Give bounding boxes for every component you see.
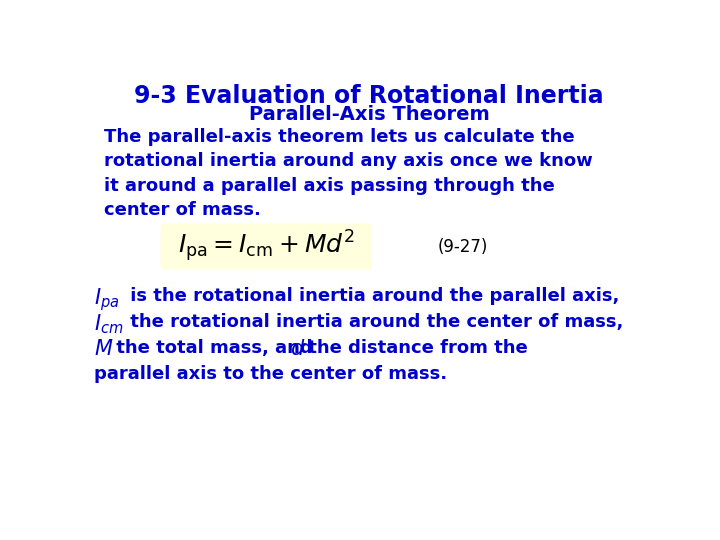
- Text: $\mathit{I}_{\mathit{cm}}$: $\mathit{I}_{\mathit{cm}}$: [94, 313, 123, 336]
- Text: the total mass, and: the total mass, and: [110, 339, 319, 357]
- Text: Parallel-Axis Theorem: Parallel-Axis Theorem: [248, 105, 490, 124]
- Text: The parallel-axis theorem lets us calculate the
rotational inertia around any ax: The parallel-axis theorem lets us calcul…: [104, 128, 593, 219]
- Text: $\mathit{M}$: $\mathit{M}$: [94, 339, 113, 359]
- Text: (9-27): (9-27): [437, 238, 487, 255]
- Text: $I_{\mathrm{pa}} = I_{\mathrm{cm}} + Md^2$: $I_{\mathrm{pa}} = I_{\mathrm{cm}} + Md^…: [179, 228, 355, 265]
- Text: $\mathit{I}_{\mathit{pa}}$: $\mathit{I}_{\mathit{pa}}$: [94, 287, 120, 313]
- Text: 9-3 Evaluation of Rotational Inertia: 9-3 Evaluation of Rotational Inertia: [134, 84, 604, 108]
- Text: is the rotational inertia around the parallel axis,: is the rotational inertia around the par…: [124, 287, 619, 305]
- FancyBboxPatch shape: [161, 224, 372, 269]
- Text: the distance from the: the distance from the: [302, 339, 527, 357]
- Text: parallel axis to the center of mass.: parallel axis to the center of mass.: [94, 365, 447, 383]
- Text: $\mathit{d}$: $\mathit{d}$: [290, 339, 305, 359]
- Text: the rotational inertia around the center of mass,: the rotational inertia around the center…: [124, 313, 624, 330]
